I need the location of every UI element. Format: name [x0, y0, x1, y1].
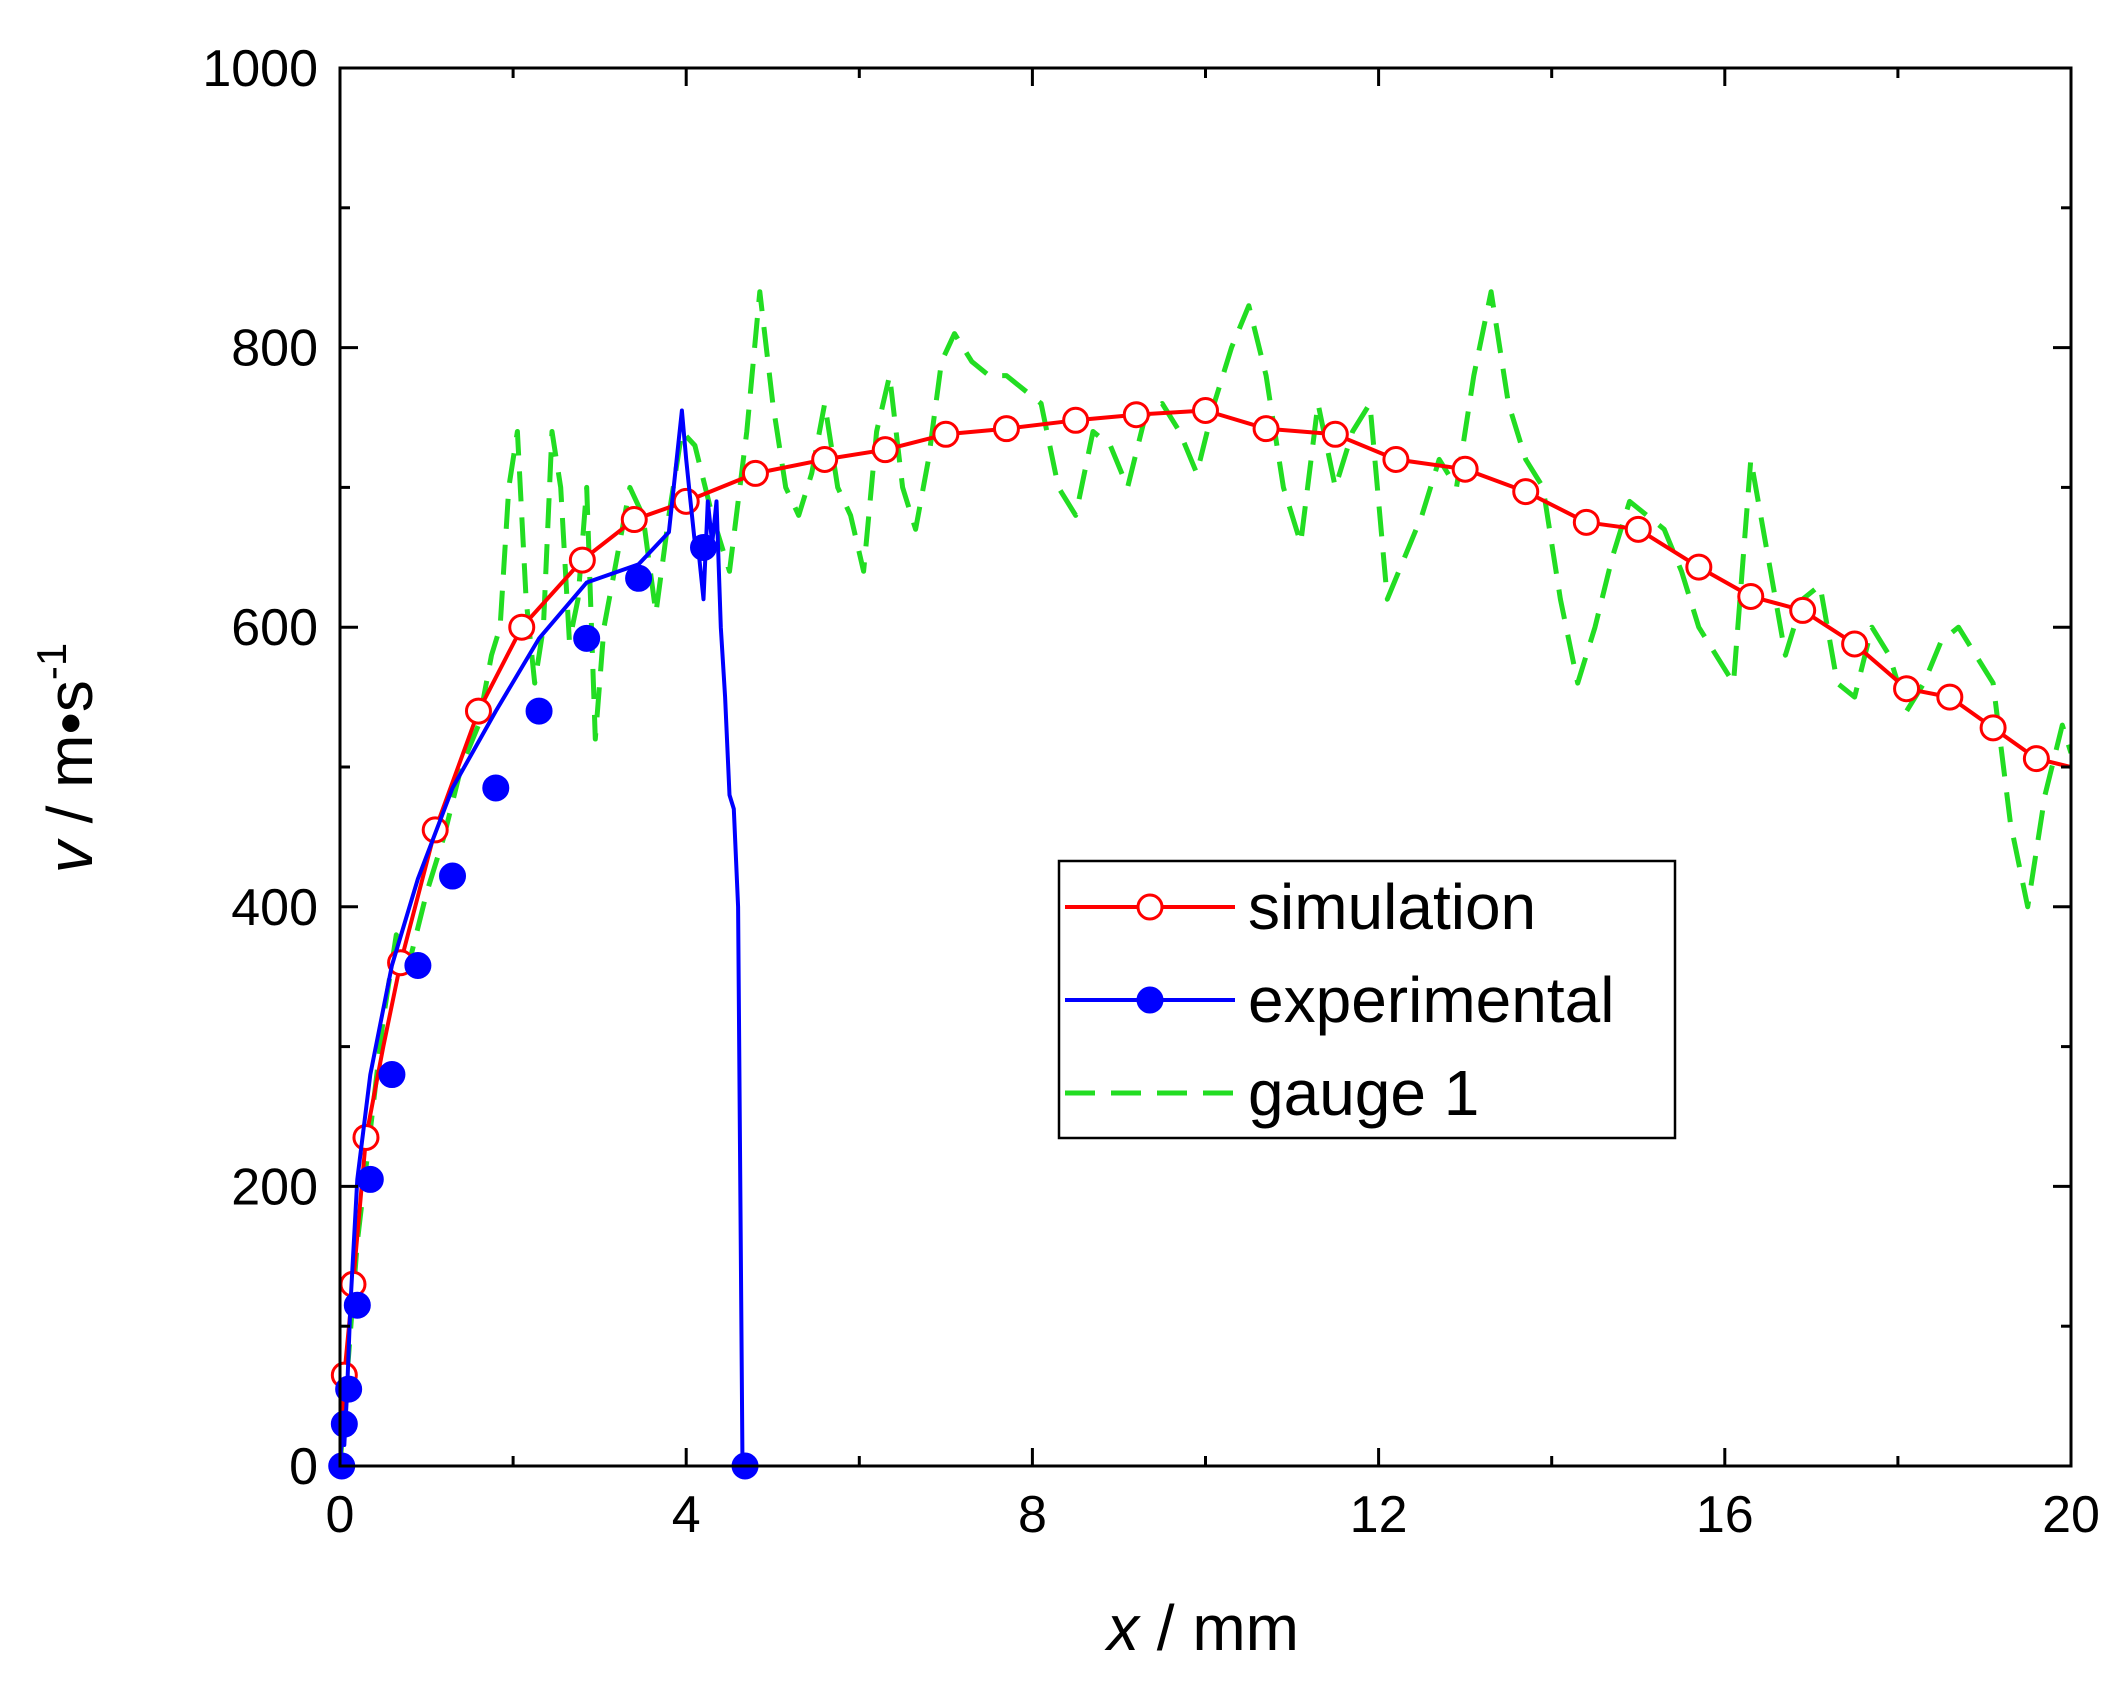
legend-label-simulation: simulation: [1248, 871, 1536, 943]
data-point-simulation: [1252, 415, 1280, 443]
data-point-simulation: [352, 1123, 380, 1151]
x-tick-label: 8: [1018, 1486, 1047, 1544]
y-axis-unit: / m•s: [34, 680, 106, 841]
data-point-simulation: [672, 487, 700, 515]
legend-label-gauge-1: gauge 1: [1248, 1057, 1479, 1129]
series-line-gauge-1: [340, 289, 2071, 1466]
data-point-simulation: [1979, 714, 2007, 742]
x-axis-var: x: [1104, 1592, 1141, 1664]
data-point-simulation: [1512, 478, 1540, 506]
y-tick-label: 1000: [202, 40, 318, 98]
data-point-experimental: [573, 624, 601, 652]
data-point-simulation: [1382, 445, 1410, 473]
x-tick-label: 20: [2042, 1486, 2100, 1544]
data-point-experimental: [690, 534, 718, 562]
data-point-simulation: [464, 697, 492, 725]
data-point-simulation: [1893, 675, 1921, 703]
data-point-experimental: [439, 862, 467, 890]
data-point-simulation: [2022, 745, 2050, 773]
data-point-simulation: [568, 546, 596, 574]
data-point-simulation: [508, 613, 536, 641]
series-layer: [328, 289, 2071, 1480]
data-point-simulation: [1936, 683, 1964, 711]
data-point-simulation: [871, 436, 899, 464]
y-axis-var: v: [34, 837, 106, 873]
plot-frame: [338, 66, 2073, 1468]
axes-layer: [338, 66, 2073, 1468]
data-point-experimental: [343, 1291, 371, 1319]
y-tick-label: 0: [289, 1438, 318, 1496]
legend: simulation experimental gauge 1: [1057, 859, 1677, 1140]
series-gauge-1: [340, 289, 2071, 1466]
data-point-simulation: [1321, 420, 1349, 448]
data-point-experimental: [625, 564, 653, 592]
data-point-simulation: [1062, 406, 1090, 434]
data-point-experimental: [525, 697, 553, 725]
y-tick-label: 400: [231, 879, 318, 937]
x-tick-label: 12: [1350, 1486, 1408, 1544]
data-point-experimental: [330, 1410, 358, 1438]
data-point-simulation: [1841, 630, 1869, 658]
data-point-experimental: [335, 1375, 363, 1403]
data-point-simulation: [1685, 553, 1713, 581]
data-point-simulation: [1451, 455, 1479, 483]
data-point-simulation: [932, 420, 960, 448]
data-point-experimental: [356, 1165, 384, 1193]
data-point-simulation: [620, 506, 648, 534]
data-point-simulation: [741, 459, 769, 487]
data-point-simulation: [1789, 596, 1817, 624]
y-axis-exp: -1: [28, 643, 75, 680]
y-tick-label: 800: [231, 320, 318, 378]
data-point-simulation: [1737, 582, 1765, 610]
series-line-experimental: [340, 408, 746, 1466]
y-tick-label: 200: [231, 1158, 318, 1216]
data-point-simulation: [811, 445, 839, 473]
y-axis-title: v / m•s-1: [28, 643, 106, 873]
legend-marker-simulation: [1136, 893, 1164, 921]
data-point-simulation: [1624, 515, 1652, 543]
data-point-simulation: [1192, 397, 1219, 425]
series-experimental: [340, 408, 746, 1466]
data-point-simulation: [1572, 508, 1600, 536]
data-point-experimental: [404, 952, 432, 980]
data-point-experimental: [378, 1061, 406, 1089]
x-axis-title: x / mm: [1104, 1592, 1299, 1664]
x-tick-label: 16: [1696, 1486, 1754, 1544]
y-tick-label: 600: [231, 599, 318, 657]
data-point-simulation: [992, 415, 1020, 443]
x-axis-unit: / mm: [1139, 1592, 1299, 1664]
x-tick-label: 0: [326, 1486, 355, 1544]
legend-marker-experimental: [1136, 986, 1164, 1014]
legend-label-experimental: experimental: [1248, 964, 1614, 1036]
x-tick-label: 4: [672, 1486, 701, 1544]
data-point-experimental: [482, 774, 510, 802]
data-point-simulation: [1122, 401, 1150, 429]
